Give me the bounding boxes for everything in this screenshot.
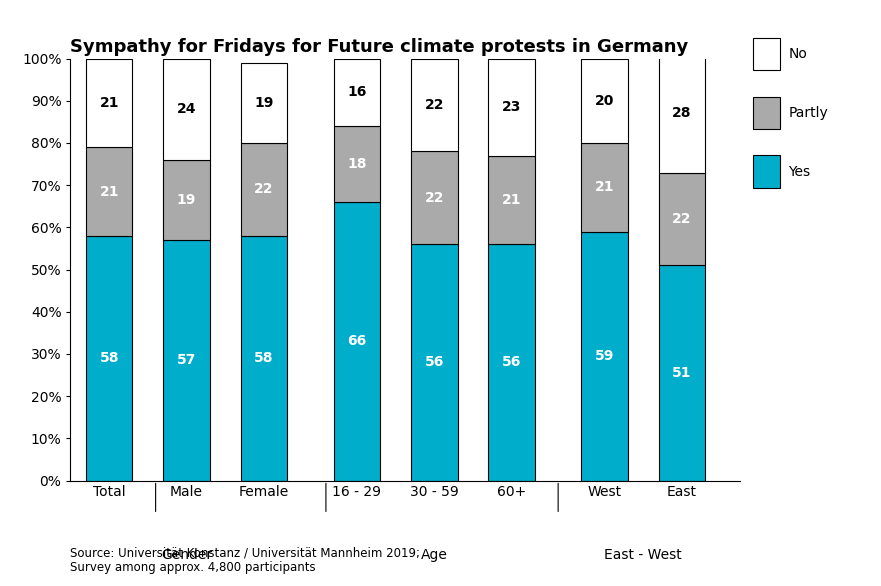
Text: 56: 56 [502, 355, 522, 369]
Bar [581, 143, 628, 231]
Bar [334, 202, 380, 481]
Bar [241, 236, 287, 481]
Text: 56: 56 [425, 355, 444, 369]
Bar [334, 59, 380, 126]
Text: 23: 23 [502, 100, 522, 114]
Bar [163, 160, 210, 240]
Text: 21: 21 [595, 180, 614, 195]
Bar [659, 54, 705, 172]
Bar [659, 172, 705, 265]
Text: 22: 22 [255, 182, 274, 196]
Text: 51: 51 [672, 366, 692, 380]
Text: Source: Universität Konstanz / Universität Mannheim 2019;
Survey among approx. 4: Source: Universität Konstanz / Universit… [70, 546, 420, 574]
Text: 24: 24 [177, 102, 196, 116]
Bar [581, 59, 628, 143]
Text: Gender: Gender [161, 548, 212, 562]
Text: 57: 57 [177, 353, 196, 367]
Text: 19: 19 [177, 193, 196, 207]
Text: 21: 21 [502, 193, 522, 207]
Bar [488, 244, 535, 481]
Text: Sympathy for Fridays for Future climate protests in Germany: Sympathy for Fridays for Future climate … [70, 38, 689, 56]
Text: 18: 18 [347, 157, 366, 171]
Text: 59: 59 [595, 349, 614, 363]
Text: 22: 22 [672, 212, 692, 226]
Text: 58: 58 [255, 351, 274, 365]
Bar [86, 59, 132, 147]
Text: 22: 22 [425, 191, 444, 205]
Bar [659, 265, 705, 481]
Bar [411, 59, 457, 151]
Bar [86, 147, 132, 236]
Text: 22: 22 [425, 98, 444, 112]
Text: 19: 19 [255, 96, 274, 110]
Bar [411, 244, 457, 481]
Text: 20: 20 [595, 94, 614, 108]
Text: East - West: East - West [604, 548, 682, 562]
Text: 28: 28 [672, 107, 692, 121]
Text: Yes: Yes [788, 165, 811, 179]
Bar [241, 143, 287, 236]
Bar [86, 236, 132, 481]
Bar [411, 151, 457, 244]
Bar [163, 59, 210, 160]
Bar [241, 63, 287, 143]
Text: Age: Age [421, 548, 448, 562]
Text: 66: 66 [347, 334, 366, 348]
Bar [163, 240, 210, 481]
Bar [334, 126, 380, 202]
Text: 21: 21 [100, 96, 119, 110]
Text: No: No [788, 47, 807, 62]
Bar [488, 156, 535, 244]
Text: Partly: Partly [788, 106, 828, 120]
Bar [488, 59, 535, 156]
Text: 21: 21 [100, 185, 119, 199]
Text: 16: 16 [347, 86, 366, 100]
Bar [581, 231, 628, 481]
Text: 58: 58 [100, 351, 119, 365]
